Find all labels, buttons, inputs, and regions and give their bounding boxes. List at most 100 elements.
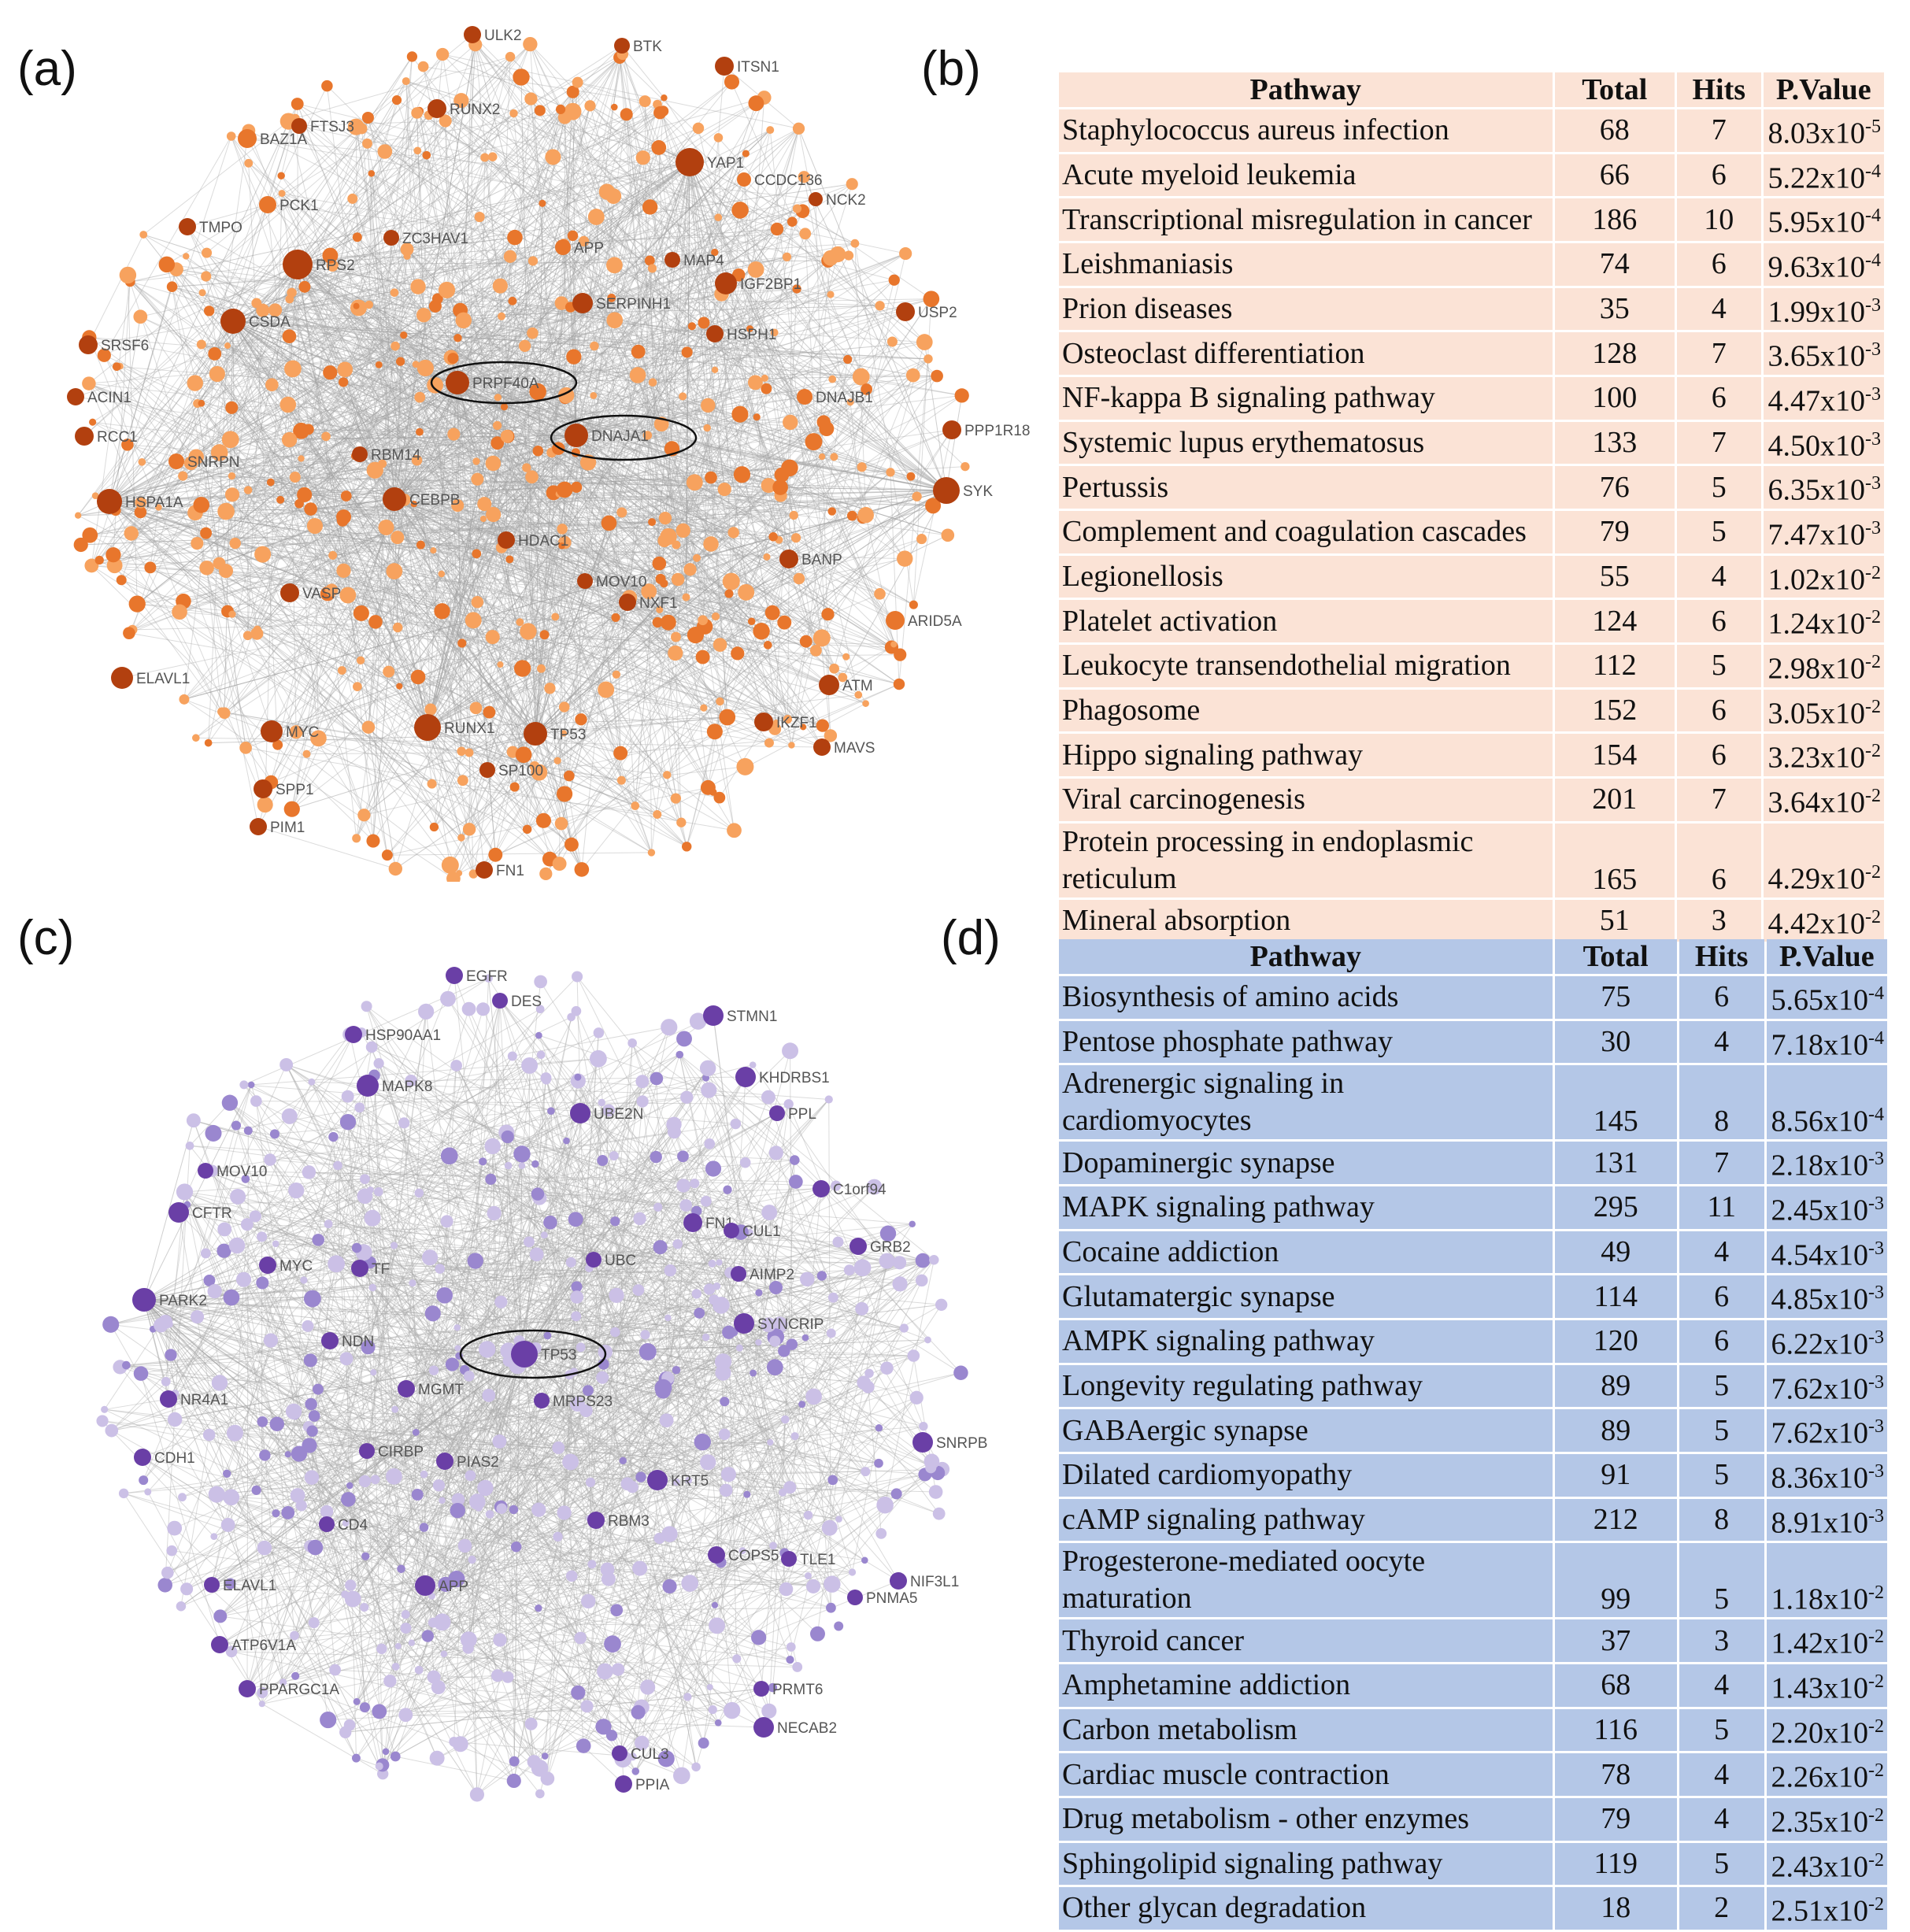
network-node <box>894 649 906 661</box>
network-node <box>457 638 466 647</box>
network-node <box>298 455 304 461</box>
network-node <box>89 419 96 426</box>
pvalue-exponent: -3 <box>1865 339 1881 360</box>
gene-node <box>498 531 515 549</box>
network-node <box>613 746 627 761</box>
gene-label: IKZF1 <box>776 715 817 731</box>
pvalue-mantissa: 3.64x10 <box>1768 786 1866 820</box>
pvalue-cell: 9.63x10-4 <box>1764 243 1885 286</box>
network-node <box>345 1579 356 1590</box>
network-node <box>480 516 487 522</box>
network-node <box>176 1601 186 1611</box>
network-node <box>320 1505 333 1518</box>
pathway-cell: Pentose phosphate pathway <box>1059 1021 1553 1064</box>
pvalue-exponent: -4 <box>1868 983 1884 1004</box>
network-node <box>768 532 778 542</box>
network-node <box>861 1467 870 1476</box>
network-node <box>429 1365 439 1375</box>
pathway-name: Prion diseases <box>1062 292 1232 325</box>
network-node <box>557 482 573 498</box>
network-node <box>508 297 516 305</box>
network-node <box>793 123 805 135</box>
pvalue-cell: 3.23x10-2 <box>1764 734 1885 776</box>
network-node <box>912 492 921 502</box>
network-node <box>916 334 933 350</box>
gene-label: FN1 <box>496 863 524 879</box>
network-node <box>544 683 555 694</box>
pathway-name: Hippo signaling pathway <box>1062 738 1363 772</box>
network-node <box>799 228 811 239</box>
network-node <box>229 1238 246 1254</box>
network-node <box>120 267 136 283</box>
network-node <box>672 1366 681 1375</box>
gene-node <box>415 1575 435 1596</box>
network-node <box>395 1643 402 1649</box>
network-node <box>236 1272 251 1287</box>
network-node <box>200 527 212 539</box>
hits-cell: 6 <box>1679 1320 1764 1363</box>
network-node <box>899 247 912 260</box>
hits-cell: 6 <box>1677 154 1760 197</box>
hits-cell: 5 <box>1677 466 1760 509</box>
gene-node <box>769 1105 785 1121</box>
gene-label: ATP6V1A <box>231 1638 296 1654</box>
network-node <box>682 594 690 601</box>
network-node <box>514 660 531 676</box>
network-node <box>422 151 431 160</box>
gene-label: PRMT6 <box>772 1682 823 1698</box>
network-node <box>676 1051 683 1059</box>
gene-node <box>492 993 508 1009</box>
total-cell: 74 <box>1555 243 1675 286</box>
network-node <box>736 758 753 775</box>
gene-label: MYC <box>279 1258 313 1275</box>
pathway-name: Drug metabolism - other enzymes <box>1062 1802 1469 1835</box>
gene-label: AIMP2 <box>750 1267 794 1283</box>
network-node <box>339 1727 351 1738</box>
network-node <box>676 524 690 538</box>
network-node <box>531 1503 546 1517</box>
network-node <box>537 664 546 673</box>
pvalue-cell: 5.22x10-4 <box>1764 154 1885 197</box>
pathway-cell: Phagosome <box>1059 690 1553 732</box>
pvalue-mantissa: 1.02x10 <box>1768 563 1866 596</box>
network-node <box>337 362 353 378</box>
pathway-table-d: Pathway Total Hits P.Value Biosynthesis … <box>1057 937 1890 1932</box>
network-node <box>374 1058 384 1068</box>
network-node <box>439 1497 445 1504</box>
network-node <box>563 1138 570 1145</box>
network-node <box>827 507 836 516</box>
pvalue-exponent: -3 <box>1868 1506 1884 1527</box>
network-node <box>723 573 740 590</box>
gene-label: RBM14 <box>371 447 421 464</box>
pvalue-exponent: -4 <box>1868 1028 1884 1049</box>
hits-cell: 10 <box>1677 198 1760 241</box>
gene-label: MAPK8 <box>382 1079 432 1095</box>
network-node <box>738 584 754 601</box>
pvalue-exponent: -4 <box>1865 161 1881 182</box>
total-cell: 131 <box>1555 1142 1677 1184</box>
network-node <box>861 1557 868 1564</box>
network-node <box>765 605 780 620</box>
gene-label: PARK2 <box>159 1293 207 1309</box>
network-node <box>835 1516 842 1523</box>
pvalue-exponent: -3 <box>1868 1372 1884 1393</box>
network-node <box>304 1353 317 1367</box>
network-node <box>535 1790 545 1799</box>
network-node <box>347 194 357 204</box>
network-node <box>572 77 583 88</box>
hits-cell: 7 <box>1677 332 1760 375</box>
network-node <box>772 479 788 495</box>
network-node <box>224 1290 240 1306</box>
pvalue-cell: 6.22x10-3 <box>1767 1320 1888 1363</box>
pvalue-cell: 8.03x10-5 <box>1764 109 1885 152</box>
gene-label: CIRBP <box>378 1444 424 1460</box>
gene-node <box>715 57 734 76</box>
network-node <box>847 511 857 521</box>
network-node <box>285 1451 291 1457</box>
network-node <box>144 1488 151 1495</box>
gene-label: SERPINH1 <box>596 296 671 313</box>
network-node <box>716 1259 722 1265</box>
gene-node <box>812 1180 830 1197</box>
